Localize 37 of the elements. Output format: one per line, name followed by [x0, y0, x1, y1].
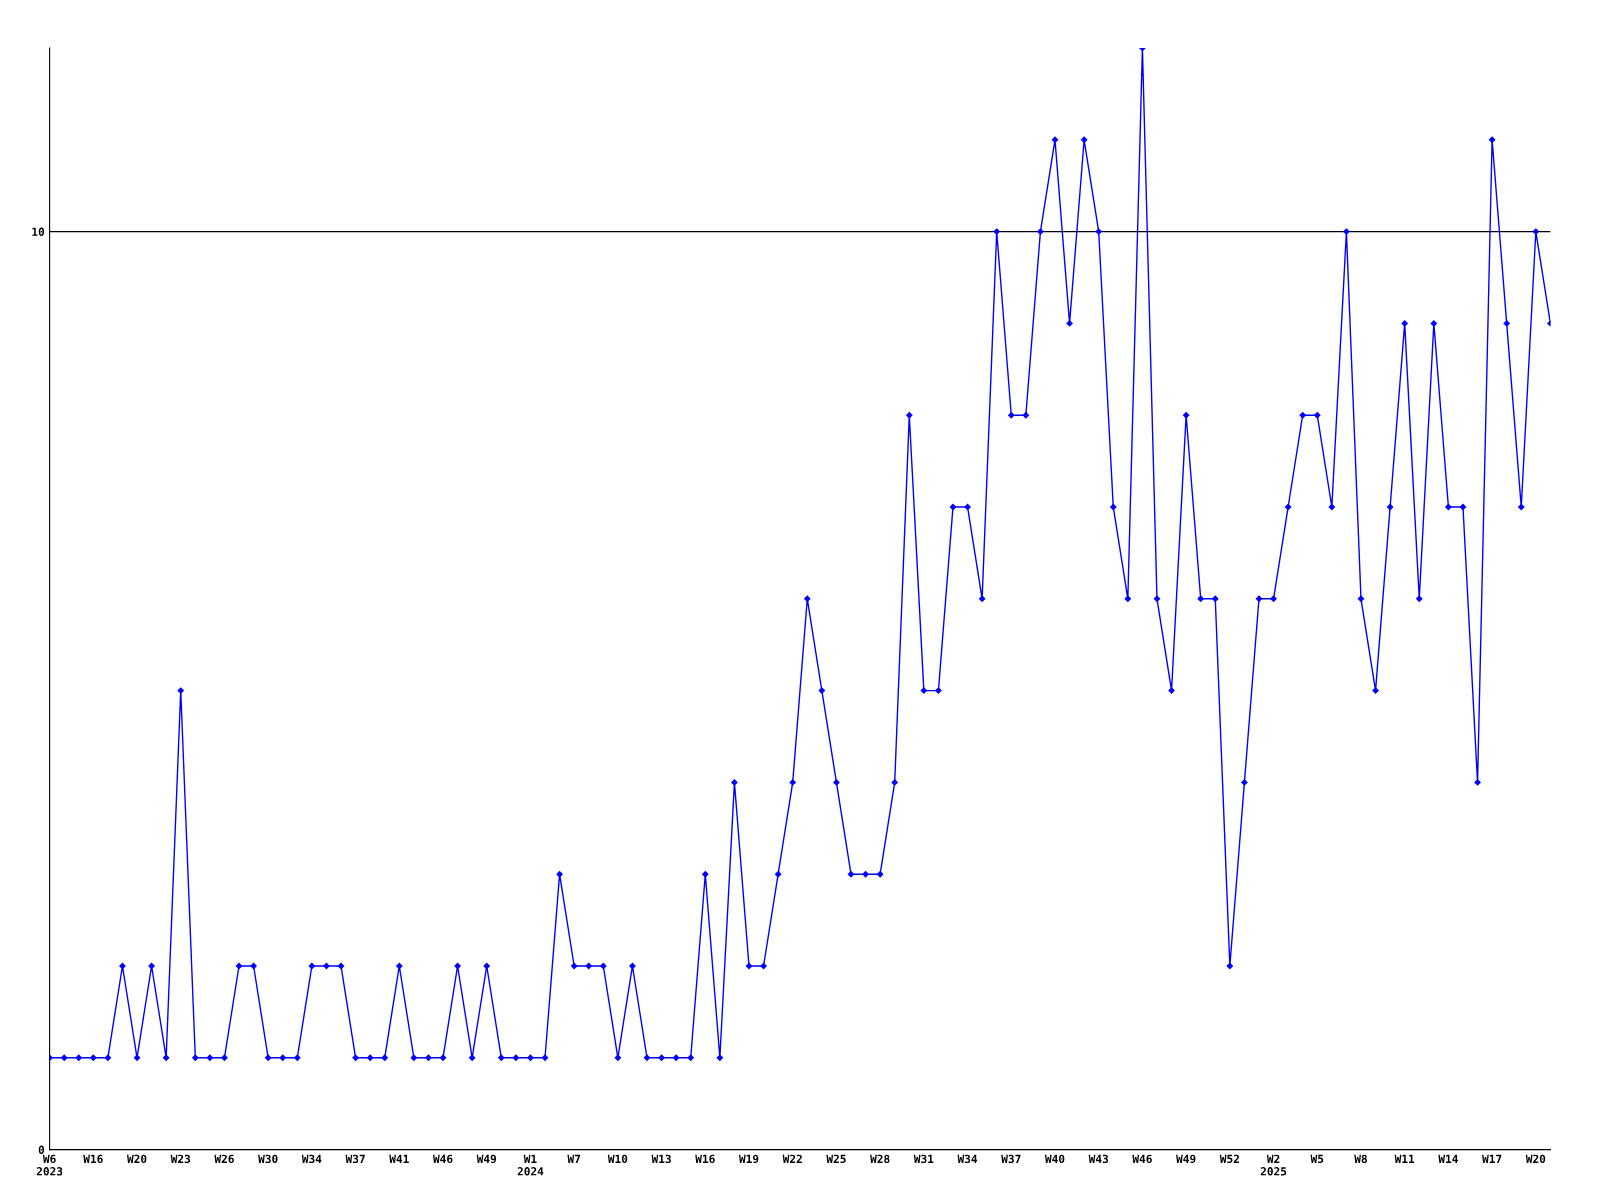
- x-tick-label: W43: [1088, 1154, 1109, 1164]
- x-tick-label: W13: [651, 1154, 671, 1164]
- x-tick-label: W8: [1354, 1154, 1367, 1164]
- y-tick-label: 0: [38, 1145, 45, 1154]
- x-tick-label: W11: [1394, 1154, 1415, 1163]
- x-tick-label: W16: [83, 1154, 103, 1164]
- x-tick-label: W22: [782, 1154, 802, 1163]
- x-tick-label: W31: [913, 1154, 934, 1164]
- x-tick-label: W40: [1044, 1154, 1065, 1164]
- x-tick-label: W46: [432, 1154, 453, 1164]
- x-tick-label: W26: [214, 1154, 234, 1164]
- x-tick-label: W14: [1438, 1154, 1458, 1163]
- x-tick-label: W34: [301, 1154, 322, 1164]
- x-tick-label: W1 2024: [517, 1154, 544, 1176]
- x-tick-label: W41: [389, 1154, 409, 1163]
- x-tick-label: W7: [567, 1154, 581, 1163]
- x-tick-label: W28: [870, 1154, 890, 1164]
- x-tick-label: W49: [1176, 1154, 1196, 1164]
- x-tick-label: W23: [170, 1154, 191, 1164]
- x-tick-label: W46: [1132, 1154, 1152, 1164]
- x-tick-label: W16: [695, 1154, 715, 1164]
- x-tick-label: W49: [476, 1154, 497, 1164]
- x-tick-label: W52: [1219, 1154, 1239, 1164]
- x-tick-label: W19: [738, 1154, 759, 1164]
- x-tick-label: W37: [345, 1154, 365, 1164]
- x-tick-label: W2 2025: [1260, 1154, 1287, 1176]
- y-tick-label: 10: [32, 227, 45, 236]
- x-tick-label: W25: [826, 1154, 846, 1164]
- x-tick-label: W5: [1310, 1154, 1324, 1164]
- x-tick-label: W10: [607, 1154, 628, 1164]
- x-tick-label: W20: [1525, 1154, 1546, 1164]
- x-tick-label: W37: [1001, 1154, 1021, 1164]
- x-tick-label: W20: [126, 1154, 147, 1164]
- x-tick-label: W17: [1482, 1154, 1502, 1163]
- x-tick-label: W30: [258, 1154, 278, 1164]
- x-tick-label: W6 2023: [36, 1154, 63, 1176]
- x-tick-label: W34: [957, 1154, 978, 1164]
